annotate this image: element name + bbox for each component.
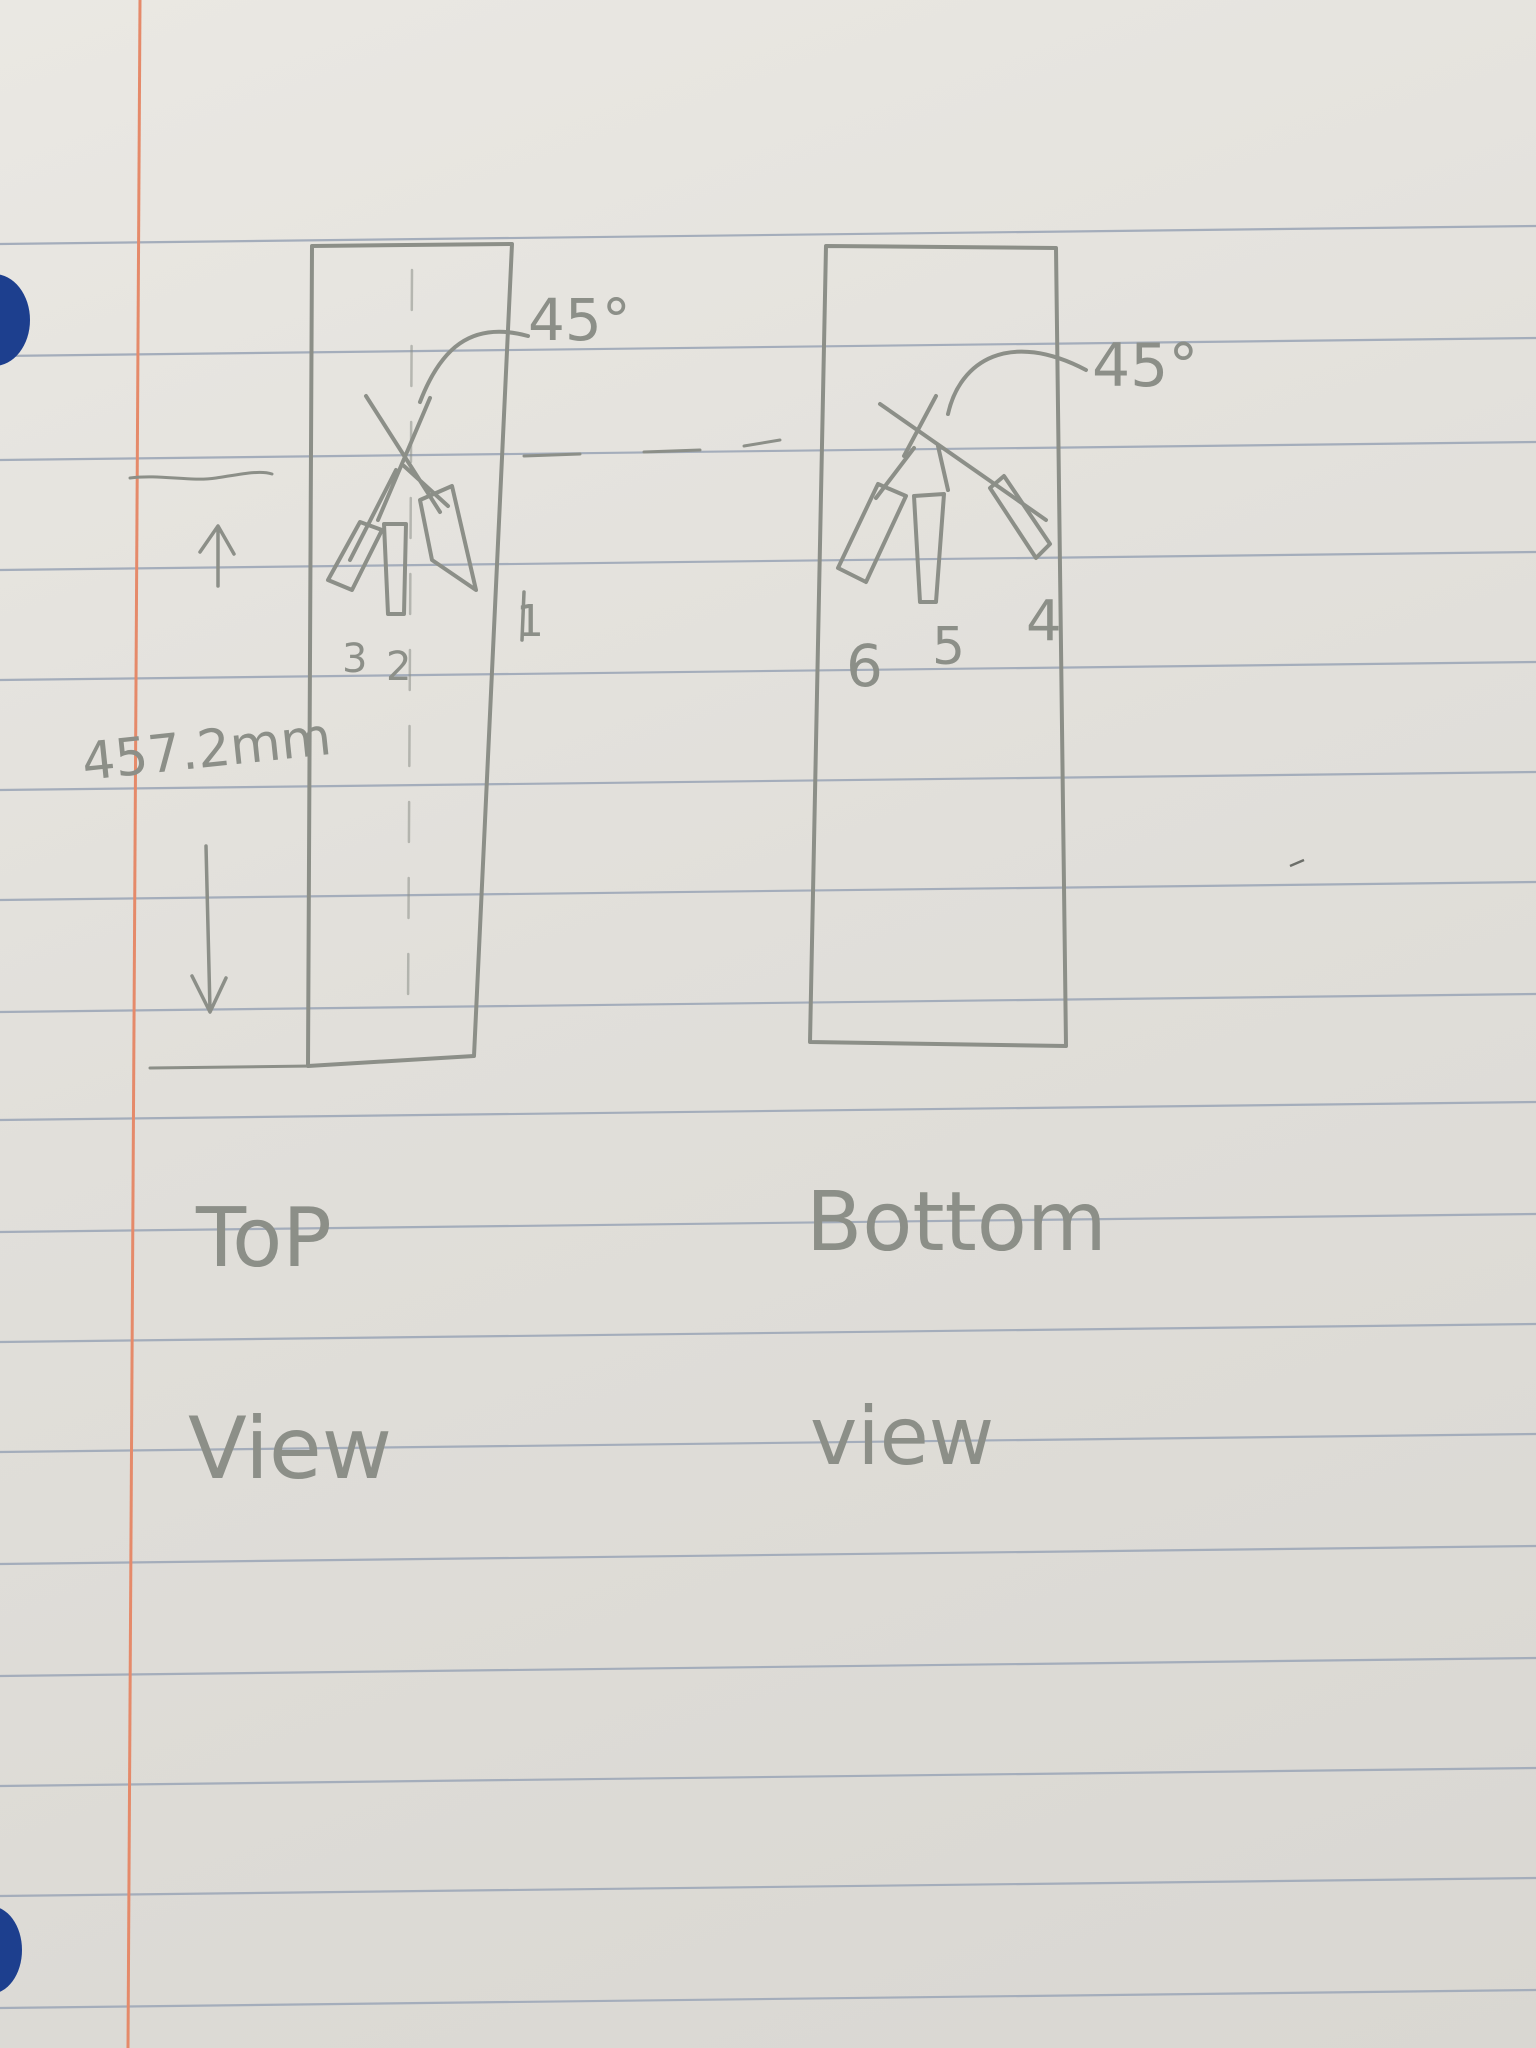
ruled-line (0, 1322, 1536, 1344)
bottom-view-rectangle (808, 244, 1068, 1048)
ruled-line (0, 770, 1536, 792)
ruled-line (0, 1988, 1536, 2010)
top-view-nozzle-1-tick (520, 590, 526, 642)
top-view-drawing (128, 242, 782, 1070)
ruled-line (0, 660, 1536, 682)
ruled-line (0, 224, 1536, 246)
binder-hole-top (0, 274, 30, 366)
ruled-line (0, 440, 1536, 462)
ruled-line (0, 992, 1536, 1014)
bottom-view-nozzle-6 (836, 482, 908, 584)
bottom-view-nozzle-6-label: 6 (846, 632, 883, 700)
bottom-view-nozzle-5 (912, 492, 946, 604)
bottom-view-caption-line1: Bottom (806, 1175, 1107, 1270)
ruled-lines (0, 224, 1536, 2010)
ruled-line (0, 1766, 1536, 1788)
top-view-level-line-left (128, 470, 274, 481)
dimension-arrow-down (190, 844, 228, 1014)
ruled-line (0, 1100, 1536, 1122)
bottom-view-nozzle-4 (988, 474, 1052, 560)
top-view-dimension-label: 457.2mm (79, 707, 334, 793)
ruled-line (0, 1432, 1536, 1454)
bottom-view-angle-leader (946, 349, 1088, 416)
bottom-view-caption-line2: view (810, 1390, 994, 1483)
top-view-nozzle-3-label: 3 (342, 636, 367, 682)
top-view-nozzle-2 (382, 522, 408, 616)
stray-pencil-mark (1289, 858, 1305, 868)
bottom-view-nozzle-5-label: 5 (932, 617, 965, 677)
ruled-line (0, 336, 1536, 358)
top-view-nozzle-1 (418, 484, 478, 592)
bottom-view-nozzle-4-label: 4 (1026, 589, 1062, 654)
margin-line (126, 0, 142, 2048)
ruled-line (0, 1212, 1536, 1234)
top-view-angle-leader (418, 329, 530, 404)
top-view-caption-line2: View (188, 1399, 392, 1499)
bottom-view-drawing (808, 244, 1088, 1048)
top-view-base-line (148, 1064, 314, 1070)
top-view-cross (348, 394, 450, 562)
dimension-arrow-up (198, 524, 236, 588)
ruled-line (0, 1544, 1536, 1566)
top-view-nozzle-3 (326, 520, 384, 592)
top-view-level-line-right (522, 438, 782, 458)
ruled-line (0, 1876, 1536, 1898)
top-view-nozzle-2-label: 2 (386, 644, 411, 690)
bottom-view-cross (874, 394, 1048, 522)
top-view-caption-line1: ToP (195, 1191, 332, 1286)
ruled-line (0, 550, 1536, 572)
ruled-line (0, 1656, 1536, 1678)
bottom-view-angle-label: 45° (1092, 331, 1198, 401)
top-view-rectangle (306, 242, 514, 1068)
ruled-line (0, 880, 1536, 902)
top-view-angle-label: 45° (528, 286, 631, 354)
top-view-nozzle-1-label: 1 (516, 596, 544, 647)
top-view-centerline (406, 268, 414, 1012)
binder-hole-bottom (0, 1908, 22, 1992)
